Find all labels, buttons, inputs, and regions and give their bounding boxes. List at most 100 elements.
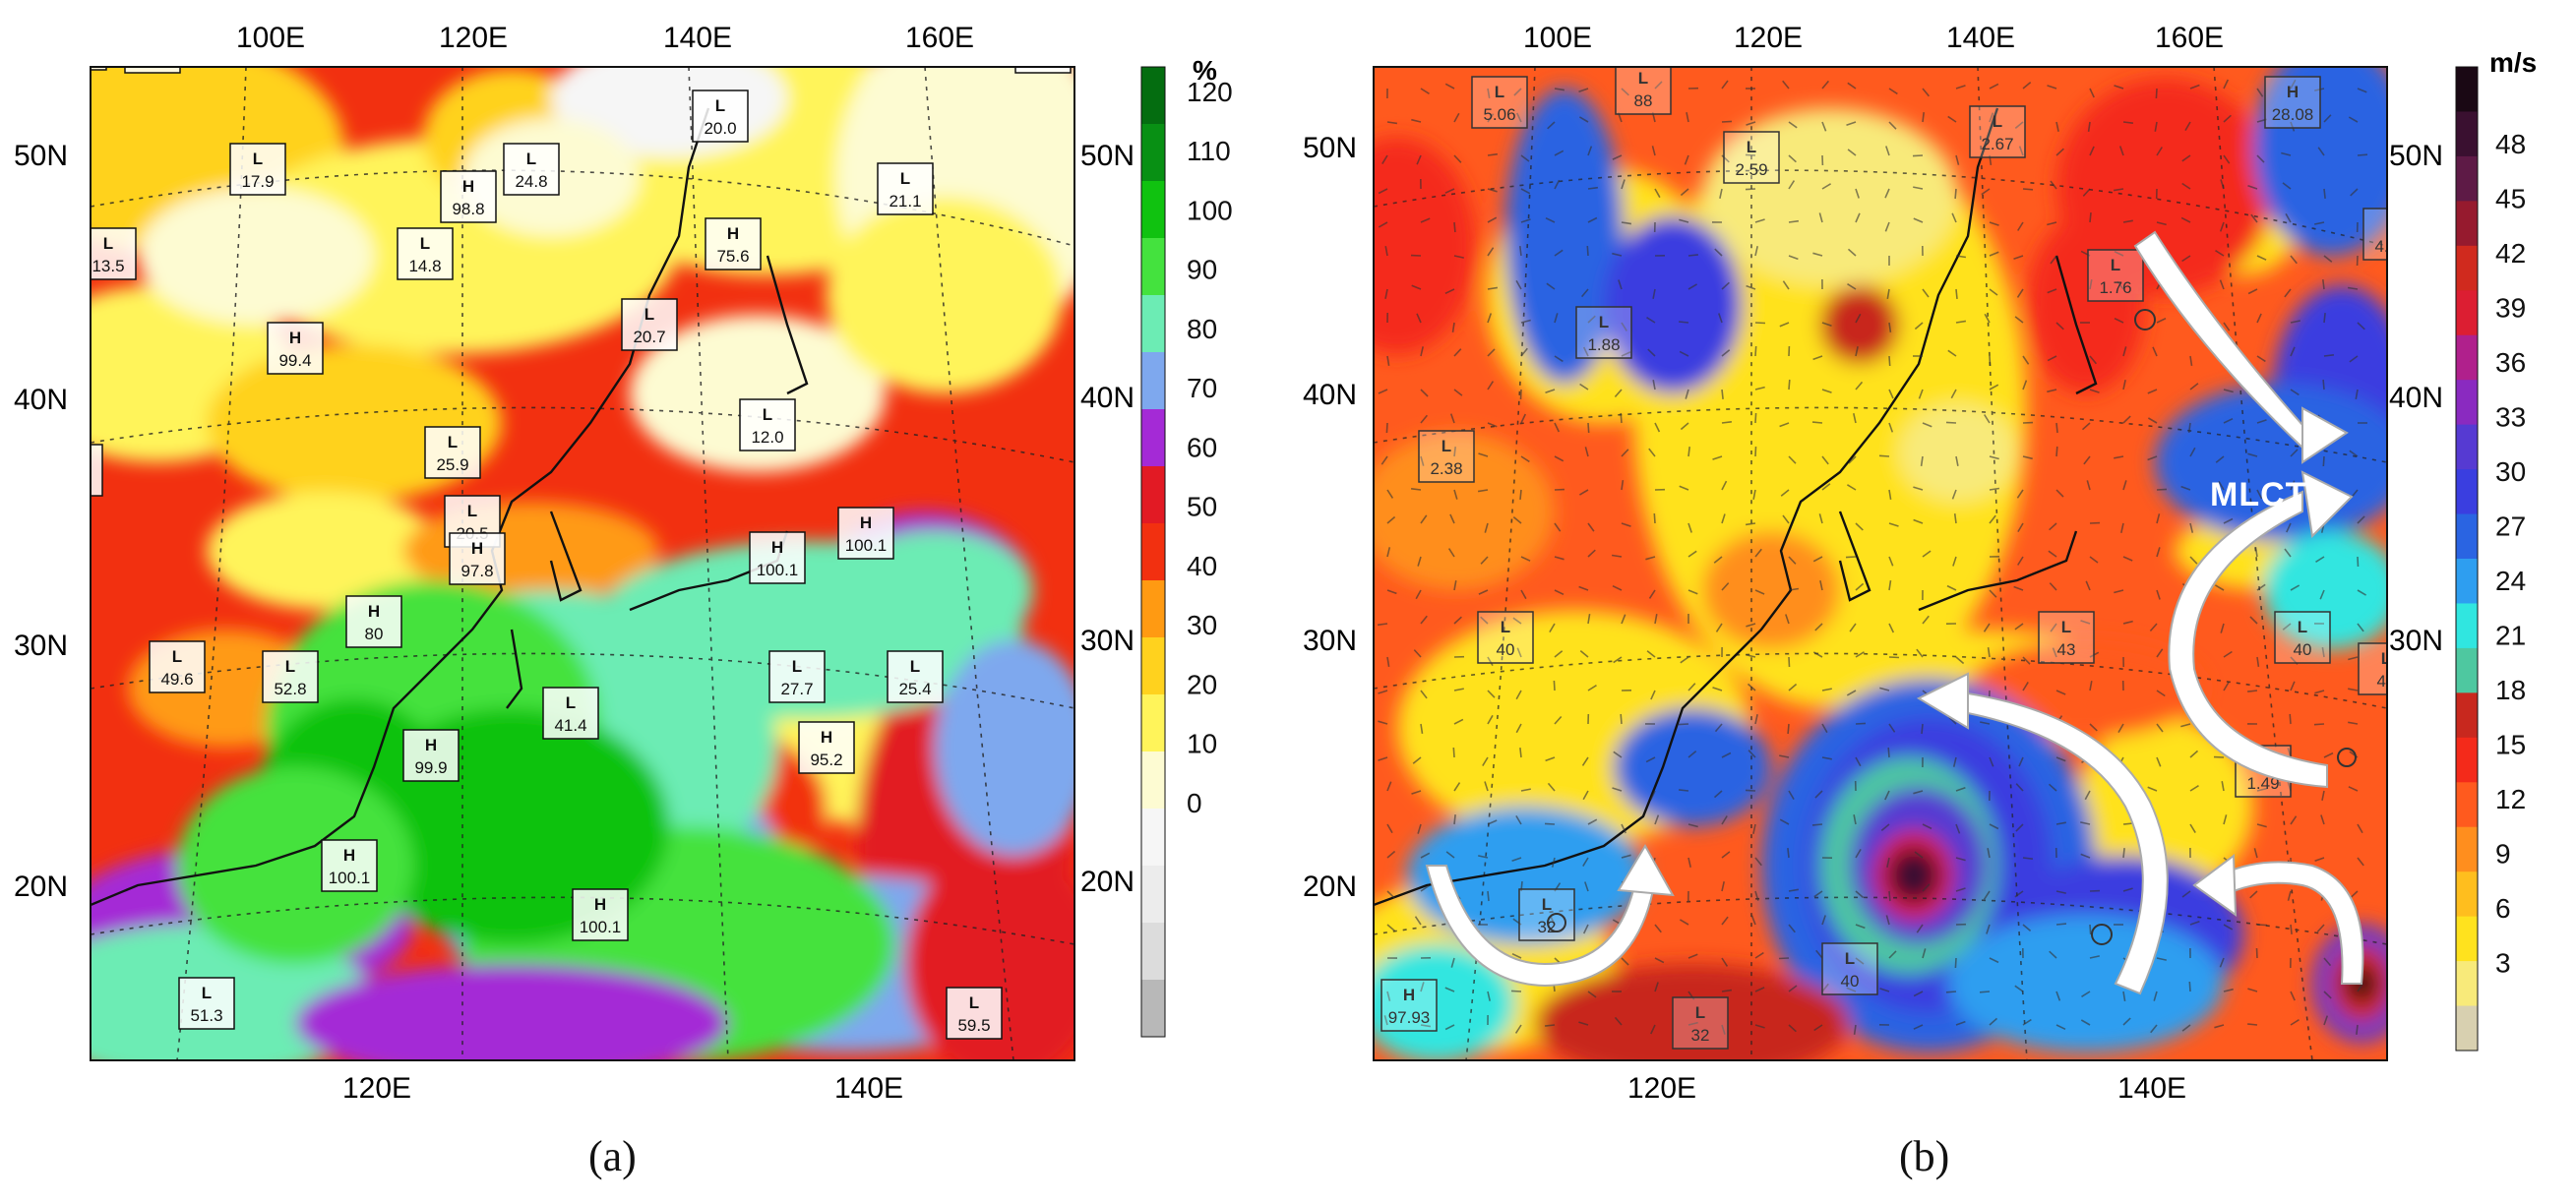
wind-barb <box>1754 386 1765 391</box>
wind-speed-patch <box>2263 531 2387 649</box>
wind-barb <box>1980 721 1991 725</box>
wind-barb <box>1712 455 1723 460</box>
wind-barb <box>1885 915 1890 926</box>
wind-barb <box>1848 455 1857 464</box>
wind-barb <box>1721 349 1731 357</box>
wind-barb <box>1855 381 1864 391</box>
wind-barb <box>1487 247 1495 257</box>
colorbar-b-swatch <box>2456 334 2478 381</box>
colorbar-b-swatch <box>2456 692 2478 739</box>
wind-barb <box>1420 615 1428 625</box>
wind-barb <box>1687 683 1696 691</box>
wind-barb <box>2322 379 2325 391</box>
wind-barb <box>2285 212 2292 223</box>
wind-barb <box>1578 489 1589 496</box>
wind-barb <box>2122 887 2133 892</box>
wind-barb <box>2050 180 2057 190</box>
wind-barb <box>1581 756 1589 766</box>
wind-barb <box>1955 786 1966 792</box>
wind-barb <box>1587 216 1598 223</box>
pressure-box-symbol: L <box>763 405 772 424</box>
pressure-box-value: 2.67 <box>1981 135 2013 153</box>
pressure-box-symbol: L <box>1845 949 1855 968</box>
wind-barb <box>1821 723 1828 734</box>
wind-barb <box>1478 589 1489 595</box>
wind-barb <box>1922 288 1930 298</box>
colorbar-a-swatch <box>1141 409 1165 467</box>
pressure-box-value: 59.5 <box>957 1016 990 1035</box>
wind-barb <box>1554 556 1564 561</box>
wind-barb <box>1721 751 1732 758</box>
wind-barb <box>1512 515 1522 524</box>
wind-barb <box>2122 380 2126 391</box>
pressure-box-value: 100.1 <box>845 536 888 555</box>
wind-barb <box>2219 221 2225 232</box>
colorbar-a-tick: 20 <box>1187 669 1217 699</box>
wind-speed-patch <box>1614 708 1771 826</box>
pressure-box <box>1471 76 1528 129</box>
wind-barb <box>2089 723 2098 732</box>
wind-barb <box>1444 188 1455 194</box>
wind-barb <box>1955 887 1966 892</box>
wind-barb <box>2080 1019 2091 1026</box>
wind-barb <box>1886 288 1890 300</box>
wind-barb <box>1788 656 1791 668</box>
wind-barb <box>1519 246 1522 257</box>
pressure-box-value: 98.8 <box>452 200 484 218</box>
colorbar-b-tick: 3 <box>2495 948 2511 979</box>
wind-barb <box>1754 218 1765 223</box>
wind-barb <box>1621 854 1631 859</box>
wind-barb <box>2256 787 2267 792</box>
wind-barb <box>2189 750 2199 758</box>
left-lat-label-b-20n: 20N <box>1303 871 1358 903</box>
wind-barb <box>1587 146 1593 156</box>
wind-barb <box>1853 413 1857 424</box>
wind-barb <box>1853 1024 1857 1036</box>
wind-barb <box>2223 517 2234 524</box>
wind-barb <box>1721 154 1730 163</box>
wind-barb <box>1584 881 1589 892</box>
wind-barb <box>1579 649 1589 658</box>
wind-barb <box>2323 354 2334 357</box>
top-lon-label-b-120e: 120E <box>1734 22 1804 54</box>
wind-barb <box>2189 785 2199 792</box>
wind-barb <box>1815 949 1823 959</box>
wind-barb <box>1855 651 1865 658</box>
wind-barb <box>1482 756 1489 767</box>
colorbar-b-swatch <box>2456 737 2478 783</box>
wind-barb <box>1554 313 1559 324</box>
wind-barb <box>1420 217 1431 223</box>
wind-barb <box>1413 649 1422 658</box>
wind-barb <box>2014 623 2024 631</box>
wind-barb <box>1654 81 1663 90</box>
wind-barb <box>1386 991 1391 1001</box>
right-lat-label-a-30n: 30N <box>1080 625 1135 657</box>
wind-barb <box>2316 924 2325 932</box>
wind-barb <box>1386 589 1397 595</box>
wind-barb <box>2156 317 2167 324</box>
wind-barb <box>1487 381 1495 391</box>
wind-barb <box>1420 1024 1432 1028</box>
wind-barb <box>1654 422 1661 433</box>
wind-barb <box>2080 821 2091 825</box>
wind-barb <box>1444 288 1455 295</box>
colorbar-b-swatch <box>2456 245 2478 291</box>
wind-barb <box>2253 848 2258 859</box>
pressure-box-symbol: L <box>1993 112 2002 131</box>
wind-barb <box>2323 188 2326 199</box>
wind-barb <box>2089 279 2093 290</box>
arrow-south-china <box>1425 865 1655 988</box>
wind-barb <box>1520 589 1527 600</box>
wind-barb <box>1687 953 1698 959</box>
colorbar-b-tick: 33 <box>2495 402 2526 433</box>
wind-barb <box>1888 623 1895 633</box>
pressure-box-symbol: L <box>2381 649 2391 668</box>
wind-barb <box>1414 916 1422 926</box>
wind-barb <box>2050 255 2057 265</box>
wind-barb <box>2049 950 2057 959</box>
wind-barb <box>1480 556 1489 565</box>
wind-barb <box>1420 884 1430 892</box>
wind-barb <box>1546 282 1556 290</box>
wind-barb <box>1487 152 1499 156</box>
wind-barb <box>2357 153 2368 156</box>
